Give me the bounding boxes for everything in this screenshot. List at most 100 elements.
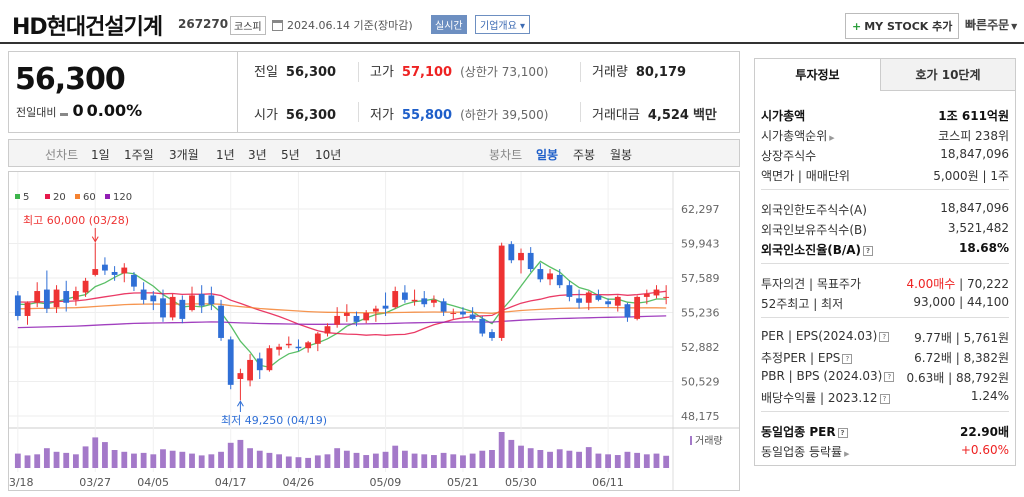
ma-line-20	[17, 290, 667, 336]
volume-bar	[372, 453, 379, 468]
opinion-row: 투자의견 | 목표주가 4.00매수 | 70,222	[761, 277, 1009, 291]
candle-body	[237, 373, 244, 379]
volume-bar	[72, 454, 79, 468]
volume-bar	[53, 451, 60, 468]
period-1d[interactable]: 1일	[91, 148, 110, 162]
candle-daily[interactable]: 일봉	[536, 148, 559, 162]
market-cap-row: 시가총액 1조 611억원	[761, 107, 1009, 124]
candle-body	[392, 291, 399, 308]
period-1y[interactable]: 1년	[216, 148, 235, 162]
price-grid: 전일 56,300 고가 57,100 (상한가 73,100) 거래량 80,…	[237, 52, 741, 132]
volume-bar	[63, 452, 70, 468]
legend-swatch	[105, 194, 110, 199]
candle-body	[653, 289, 660, 296]
shares-label: 상장주식수	[761, 149, 817, 163]
volume-bar	[24, 455, 31, 468]
open-value: 56,300	[285, 108, 337, 123]
x-tick-label: 04/26	[282, 476, 314, 489]
volume-bar	[314, 455, 321, 468]
legend-swatch	[45, 194, 50, 199]
volume-bar	[585, 447, 592, 468]
candle-body	[595, 295, 602, 300]
volume-bar	[605, 454, 612, 468]
volume-bar	[653, 453, 660, 468]
sector-rate-label: 동일업종 등락률	[761, 445, 843, 459]
x-tick-label: 03/18	[9, 476, 34, 489]
candle-body	[401, 292, 408, 300]
date-info: 2024.06.14 기준(장마감)	[272, 17, 413, 33]
dividend-row: 배당수익률 | 2023.12? 1.24%	[761, 389, 1009, 406]
candle-body	[285, 343, 292, 346]
pbr-label: PBR | BPS (2024.03)	[761, 369, 883, 383]
help-icon[interactable]: ?	[837, 427, 848, 438]
candle-monthly[interactable]: 월봉	[610, 148, 633, 162]
candle-body	[43, 289, 50, 309]
period-10y[interactable]: 10년	[315, 148, 342, 162]
candle-body	[53, 289, 60, 308]
volume-bar	[111, 450, 118, 468]
volume-bar	[527, 448, 534, 468]
prev-close: 전일 56,300	[254, 61, 336, 80]
target-value: 70,222	[967, 277, 1009, 291]
volume-bar	[247, 448, 253, 468]
low-value: 55,800	[401, 108, 453, 123]
max-arrow-head	[91, 236, 99, 243]
candle-body	[189, 295, 195, 311]
volume-bar	[498, 432, 505, 468]
range52-label: 52주최고 | 최저	[761, 297, 844, 311]
period-1w[interactable]: 1주일	[124, 148, 154, 162]
help-icon[interactable]: ?	[879, 393, 890, 404]
volume-bar	[131, 453, 137, 468]
quick-order-button[interactable]: 빠른주문 ▼	[965, 16, 1017, 33]
volume-bar	[324, 454, 331, 468]
volume-bar	[440, 452, 447, 468]
stock-chart[interactable]: 62,297 59,943 57,589 55,236 52,882 50,529 48,1…	[8, 171, 740, 491]
candle-body	[131, 274, 137, 287]
prev-label: 전일	[254, 65, 278, 80]
help-icon[interactable]: ?	[884, 371, 895, 382]
x-tick-label: 03/27	[79, 476, 111, 489]
volume-bar	[363, 455, 370, 468]
add-mystock-button[interactable]: + MY STOCK 추가	[845, 13, 960, 39]
volume-bar	[469, 453, 476, 468]
realtime-button[interactable]: 실시간	[431, 15, 467, 34]
period-3m[interactable]: 3개월	[169, 148, 199, 162]
x-tick-label: 05/21	[447, 476, 479, 489]
per-value: 9.77배 | 5,761원	[914, 331, 1009, 345]
help-icon[interactable]: ?	[863, 245, 874, 256]
volume-bar	[208, 454, 215, 468]
volume-bar	[305, 457, 312, 468]
prev-value: 56,300	[285, 65, 337, 80]
tab-quote-10[interactable]: 호가 10단계	[881, 59, 1015, 91]
candle-body	[63, 291, 70, 303]
candle-body	[14, 295, 21, 316]
period-3y[interactable]: 3년	[248, 148, 267, 162]
tab-invest-info[interactable]: 투자정보	[755, 59, 881, 91]
volume-bar	[508, 439, 515, 468]
foreign-limit-row: 외국인한도주식수(A) 18,847,096	[761, 201, 1009, 218]
dividend-label: 배당수익률 | 2023.12	[761, 391, 878, 405]
opinion-label: 투자의견 | 목표주가	[761, 277, 861, 291]
sector-rate-value: +0.60%	[960, 443, 1009, 457]
candle-body	[198, 293, 205, 306]
candle-body	[247, 359, 253, 381]
period-5y[interactable]: 5년	[281, 148, 300, 162]
cap-rank-row[interactable]: 시가총액순위 ▶ 코스피 238위	[761, 127, 1009, 144]
sector-rate-row[interactable]: 동일업종 등락률 ▶ +0.60%	[761, 443, 1009, 460]
divider	[761, 263, 1009, 264]
help-icon[interactable]: ?	[879, 331, 890, 342]
volume-bar	[140, 452, 147, 468]
volume-bar	[102, 442, 108, 468]
volume-bar	[34, 454, 41, 468]
candle-body	[353, 315, 360, 322]
candle-body	[82, 280, 89, 293]
volume-bar	[663, 455, 670, 468]
market-badge: 코스피	[230, 16, 266, 35]
open-label: 시가	[254, 108, 278, 123]
candle-weekly[interactable]: 주봉	[573, 148, 596, 162]
candle-body	[643, 293, 650, 297]
corp-info-button[interactable]: 기업개요 ▾	[475, 15, 530, 34]
min-annotation: 최저 49,250 (04/19)	[221, 414, 327, 427]
help-icon[interactable]: ?	[842, 353, 853, 364]
candle-body	[140, 289, 147, 300]
